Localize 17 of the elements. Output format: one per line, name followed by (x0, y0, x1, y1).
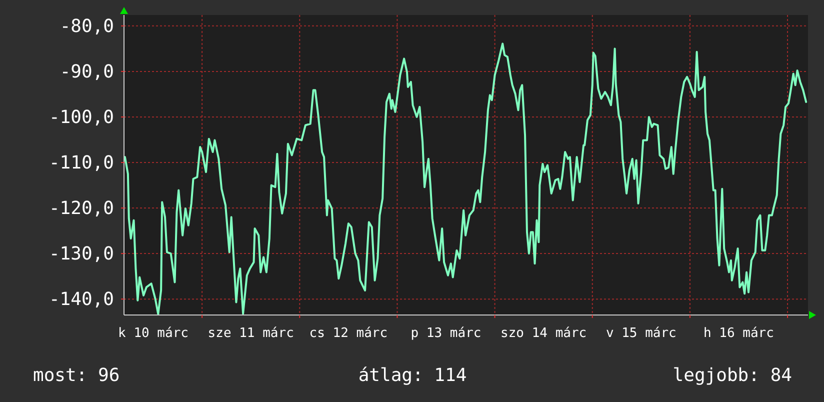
x-tick-label: p 13 márc (410, 326, 482, 341)
y-tick-label: -120,0 (48, 198, 114, 220)
x-tick-label: v 15 márc (606, 326, 676, 341)
y-tick-label: -140,0 (48, 289, 114, 310)
x-tick-label: szo 14 márc (500, 326, 587, 341)
x-tick-label: cs 12 márc (309, 326, 388, 341)
y-tick-label: -130,0 (48, 244, 114, 265)
y-tick-label: -100,0 (48, 106, 114, 128)
x-tick-label: h 16 márc (704, 326, 774, 341)
text: legjobb: 84 (672, 365, 792, 386)
y-tick-label: -110,0 (48, 152, 114, 174)
x-tick-label: sze 11 márc (208, 326, 294, 341)
text: most: 96 (33, 365, 120, 386)
x-tick-label: k 10 márc (118, 326, 188, 341)
text: átlag: 114 (358, 365, 467, 386)
y-tick-label: -90,0 (60, 61, 114, 82)
y-tick-label: -80,0 (60, 16, 114, 37)
